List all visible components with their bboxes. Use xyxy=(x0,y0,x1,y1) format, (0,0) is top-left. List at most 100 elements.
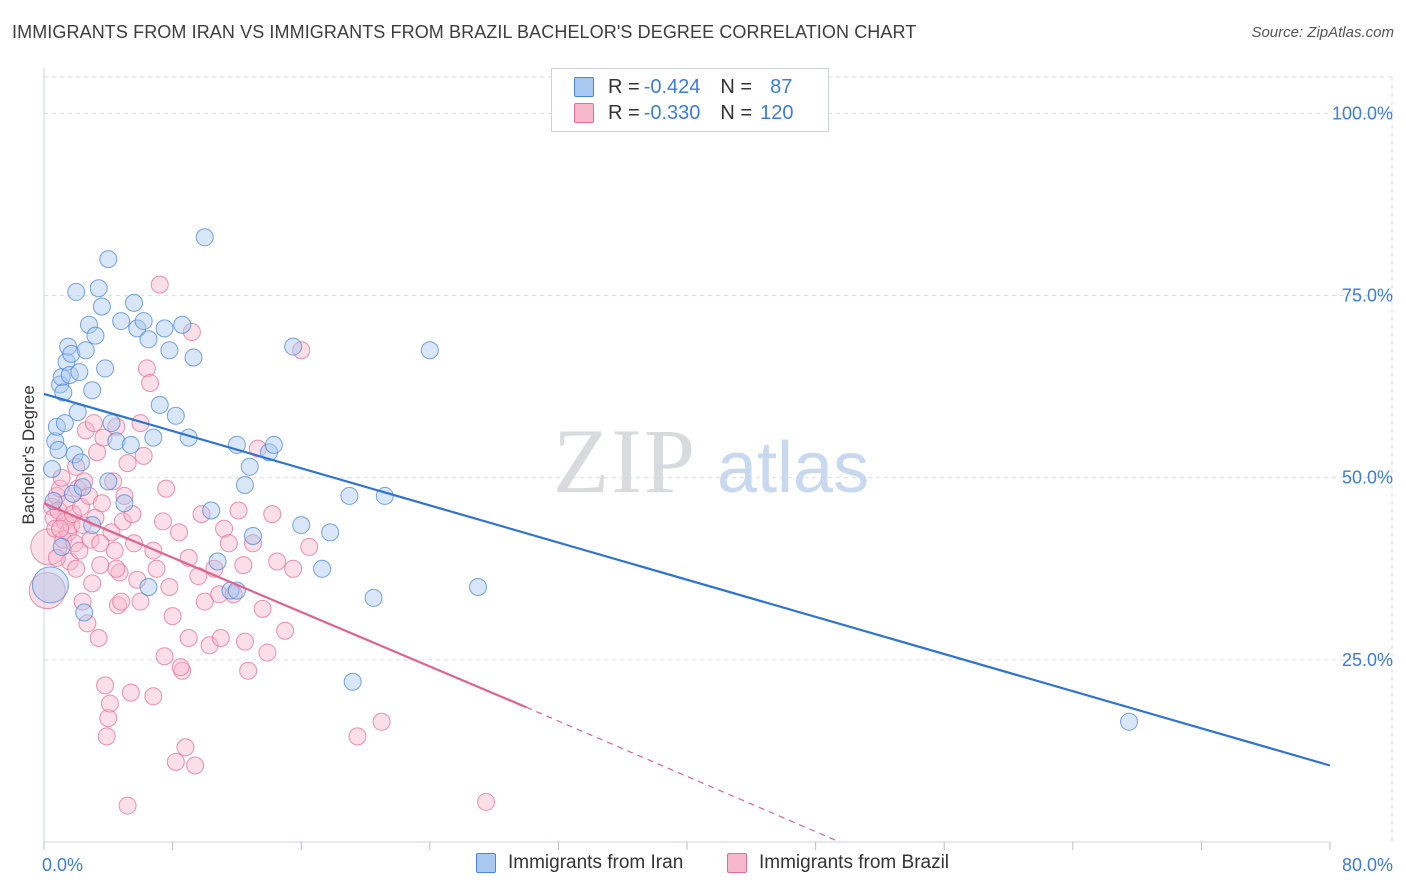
brazil-point xyxy=(83,574,102,593)
brazil-point xyxy=(104,472,123,491)
iran-point xyxy=(240,457,259,476)
brazil-point xyxy=(224,585,243,604)
iran-point xyxy=(54,383,73,402)
iran-legend-label: Immigrants from Iran xyxy=(508,852,684,873)
brazil-point xyxy=(258,643,277,662)
brazil-point xyxy=(78,614,97,633)
iran-point xyxy=(115,494,134,513)
brazil-point xyxy=(186,756,205,775)
brazil-point xyxy=(84,414,103,433)
brazil-point xyxy=(219,534,238,553)
brazil-trend-line xyxy=(43,502,527,709)
iran-point xyxy=(71,453,90,472)
iran-point xyxy=(80,315,99,334)
brazil-point xyxy=(115,486,134,505)
iran-point xyxy=(1120,712,1139,731)
iran-point xyxy=(134,312,153,331)
y-tick-label: 100.0% xyxy=(1332,103,1393,123)
brazil-point xyxy=(171,658,190,677)
brazil-point xyxy=(75,472,94,491)
iran-point xyxy=(49,441,68,460)
brazil-point xyxy=(176,738,195,757)
brazil-point xyxy=(28,572,66,610)
iran-point xyxy=(125,293,144,312)
legend-item-brazil[interactable]: Immigrants from Brazil xyxy=(727,852,949,874)
iran-point xyxy=(292,516,311,535)
iran-point xyxy=(99,472,118,491)
brazil-point xyxy=(166,752,185,771)
brazil-point xyxy=(239,661,258,680)
brazil-point xyxy=(118,796,137,815)
x-tick-label: 0.0% xyxy=(42,855,83,875)
iran-point xyxy=(321,523,340,542)
iran-point xyxy=(235,476,254,494)
source-label: Source: ZipAtlas.com xyxy=(1251,24,1394,41)
brazil-point xyxy=(70,541,89,560)
brazil-swatch xyxy=(574,103,594,123)
brazil-point xyxy=(300,537,319,556)
brazil-point xyxy=(112,592,131,611)
iran-point xyxy=(31,566,69,604)
brazil-point xyxy=(91,556,110,575)
legend-row-iran: R = -0.424 N = 87 xyxy=(574,75,792,99)
brazil-legend-swatch xyxy=(727,853,747,873)
brazil-legend-label: Immigrants from Brazil xyxy=(759,852,950,873)
iran-point xyxy=(195,228,214,247)
brazil-point xyxy=(150,275,169,294)
iran-point xyxy=(83,381,102,400)
iran-point xyxy=(144,428,163,447)
brazil-point xyxy=(134,446,153,465)
iran-point xyxy=(52,537,71,556)
brazil-point xyxy=(118,454,137,473)
brazil-point xyxy=(131,414,150,433)
iran-point xyxy=(139,330,158,349)
brazil-point xyxy=(67,559,86,578)
iran-point xyxy=(92,297,111,316)
iran-point xyxy=(76,341,95,360)
brazil-point xyxy=(157,479,176,498)
y-tick-label: 75.0% xyxy=(1342,286,1393,306)
iran-point xyxy=(139,578,158,596)
y-axis-title: Bachelor's Degree xyxy=(19,385,38,524)
iran-point xyxy=(469,578,488,596)
iran-point xyxy=(420,341,439,360)
n-label: N = xyxy=(720,101,753,124)
brazil-point xyxy=(170,523,189,542)
iran-point xyxy=(340,486,359,505)
brazil-point xyxy=(155,647,174,666)
brazil-point xyxy=(195,592,214,611)
brazil-point xyxy=(97,727,116,746)
iran-point xyxy=(313,559,332,578)
brazil-point xyxy=(372,712,391,731)
brazil-point xyxy=(192,505,211,524)
watermark: ZIP atlas xyxy=(553,410,869,512)
brazil-point xyxy=(276,621,295,640)
y-tick-label: 50.0% xyxy=(1342,468,1393,488)
watermark-atlas: atlas xyxy=(717,428,869,508)
brazil-point xyxy=(92,494,111,513)
iran-point xyxy=(75,603,94,622)
axes xyxy=(43,68,1331,850)
brazil-point xyxy=(211,629,230,647)
brazil-point xyxy=(235,632,254,651)
iran-point xyxy=(155,319,174,338)
brazil-point xyxy=(131,592,150,611)
iran-point xyxy=(63,484,82,503)
brazil-point xyxy=(47,548,66,567)
brazil-trend-extension xyxy=(526,706,840,843)
iran-trend-line xyxy=(43,392,1331,767)
brazil-point xyxy=(99,709,118,728)
brazil-point xyxy=(348,727,367,746)
legend-item-iran[interactable]: Immigrants from Iran xyxy=(476,852,683,874)
iran-point xyxy=(112,312,131,331)
iran-n-value: 87 xyxy=(770,75,793,98)
brazil-point xyxy=(96,676,115,695)
brazil-point xyxy=(253,599,272,618)
brazil-point xyxy=(51,519,70,538)
brazil-point xyxy=(200,636,219,655)
iran-point xyxy=(67,282,86,301)
iran-point xyxy=(202,501,221,520)
iran-point xyxy=(55,414,74,433)
iran-point xyxy=(86,326,105,345)
iran-point xyxy=(208,552,227,571)
